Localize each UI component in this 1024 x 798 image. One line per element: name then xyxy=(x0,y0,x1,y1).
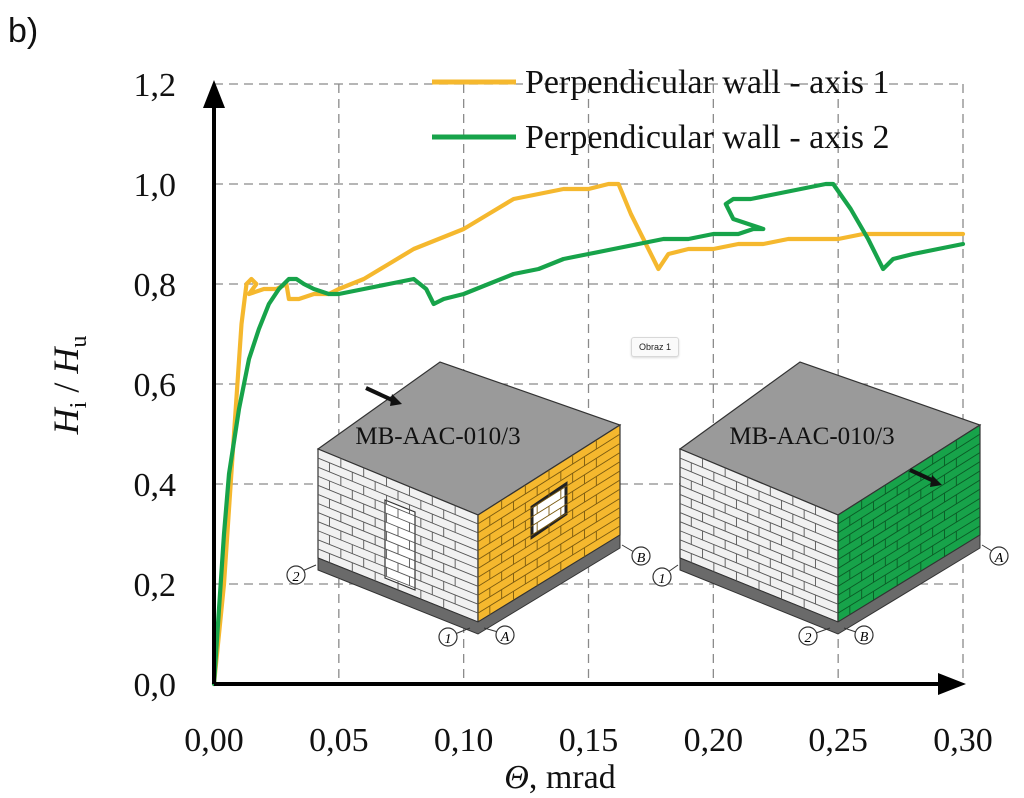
x-tick-label: 0,05 xyxy=(309,722,369,759)
series-line-axis-1 xyxy=(211,181,966,687)
svg-text:2: 2 xyxy=(805,631,812,646)
axis-marker-A-right: A xyxy=(981,544,1009,566)
brick-pattern xyxy=(837,433,981,615)
load-arrow-icon xyxy=(365,386,393,402)
axis-marker-1-left: 1 xyxy=(438,627,471,647)
svg-text:B: B xyxy=(860,630,869,645)
y-tick-label: 0,0 xyxy=(134,667,177,704)
x-tick-label: 0,20 xyxy=(684,722,744,759)
building-left-base xyxy=(317,534,621,635)
x-tick-label: 0,25 xyxy=(808,722,868,759)
legend-label-axis-2: Perpendicular wall - axis 2 xyxy=(525,119,889,156)
image-tooltip: Obraz 1 xyxy=(631,337,679,357)
inset-illustrations: MB-AAC-010/3 2 1 A B xyxy=(286,361,1009,647)
building-right: MB-AAC-010/3 1 2 B A xyxy=(652,361,1009,646)
svg-text:B: B xyxy=(637,551,646,566)
x-tick-label: 0,10 xyxy=(434,722,494,759)
x-tick-label: 0,15 xyxy=(559,722,619,759)
brick-pattern xyxy=(317,457,479,614)
x-axis-label: Θ, mrad xyxy=(504,759,615,796)
axis-marker-B-right: B xyxy=(843,625,874,645)
svg-text:2: 2 xyxy=(293,570,300,585)
y-tick-label: 0,2 xyxy=(134,567,177,604)
svg-text:1: 1 xyxy=(445,632,452,647)
axis-marker-1-right: 1 xyxy=(652,564,679,587)
axis-marker-B-left: B xyxy=(621,544,651,566)
panel-label: b) xyxy=(8,12,39,50)
svg-text:1: 1 xyxy=(659,572,666,587)
y-axis-arrow-icon xyxy=(203,80,225,108)
x-tick-label: 0,30 xyxy=(933,722,993,759)
series xyxy=(211,181,966,687)
y-tick-label: 1,2 xyxy=(134,67,177,104)
legend-label-axis-1: Perpendicular wall - axis 1 xyxy=(525,64,889,101)
y-tick-label: 0,8 xyxy=(134,267,177,304)
series-line-axis-2 xyxy=(211,181,966,687)
building-left: MB-AAC-010/3 2 1 A B xyxy=(286,361,651,647)
load-arrow-head-icon xyxy=(390,394,402,406)
x-axis-arrow-icon xyxy=(938,673,966,695)
brick-pattern xyxy=(477,433,621,615)
axis-marker-2-left: 2 xyxy=(286,564,317,585)
y-axis-label: Hi / Hu xyxy=(46,336,92,436)
load-arrow-head-icon xyxy=(930,475,942,487)
building-left-door xyxy=(384,499,416,591)
load-arrow-icon xyxy=(909,468,935,483)
tick-labels: 0,00 0,05 0,10 0,15 0,20 0,25 0,30 0,0 0,2 0,4 0,6… xyxy=(134,67,993,759)
axis-marker-A-left: A xyxy=(483,625,515,645)
svg-text:A: A xyxy=(500,630,510,645)
building-right-title: MB-AAC-010/3 xyxy=(729,423,894,450)
axis-marker-2-right: 2 xyxy=(798,626,831,646)
axes xyxy=(203,80,966,695)
y-tick-label: 1,0 xyxy=(134,167,177,204)
building-left-title: MB-AAC-010/3 xyxy=(355,423,520,450)
svg-text:A: A xyxy=(994,551,1004,566)
legend: Perpendicular wall - axis 1 Perpendicular… xyxy=(432,64,889,156)
y-tick-label: 0,4 xyxy=(134,467,177,504)
building-right-base xyxy=(679,534,981,635)
y-tick-label: 0,6 xyxy=(134,367,177,404)
x-tick-label: 0,00 xyxy=(184,722,244,759)
brick-pattern xyxy=(679,457,839,614)
